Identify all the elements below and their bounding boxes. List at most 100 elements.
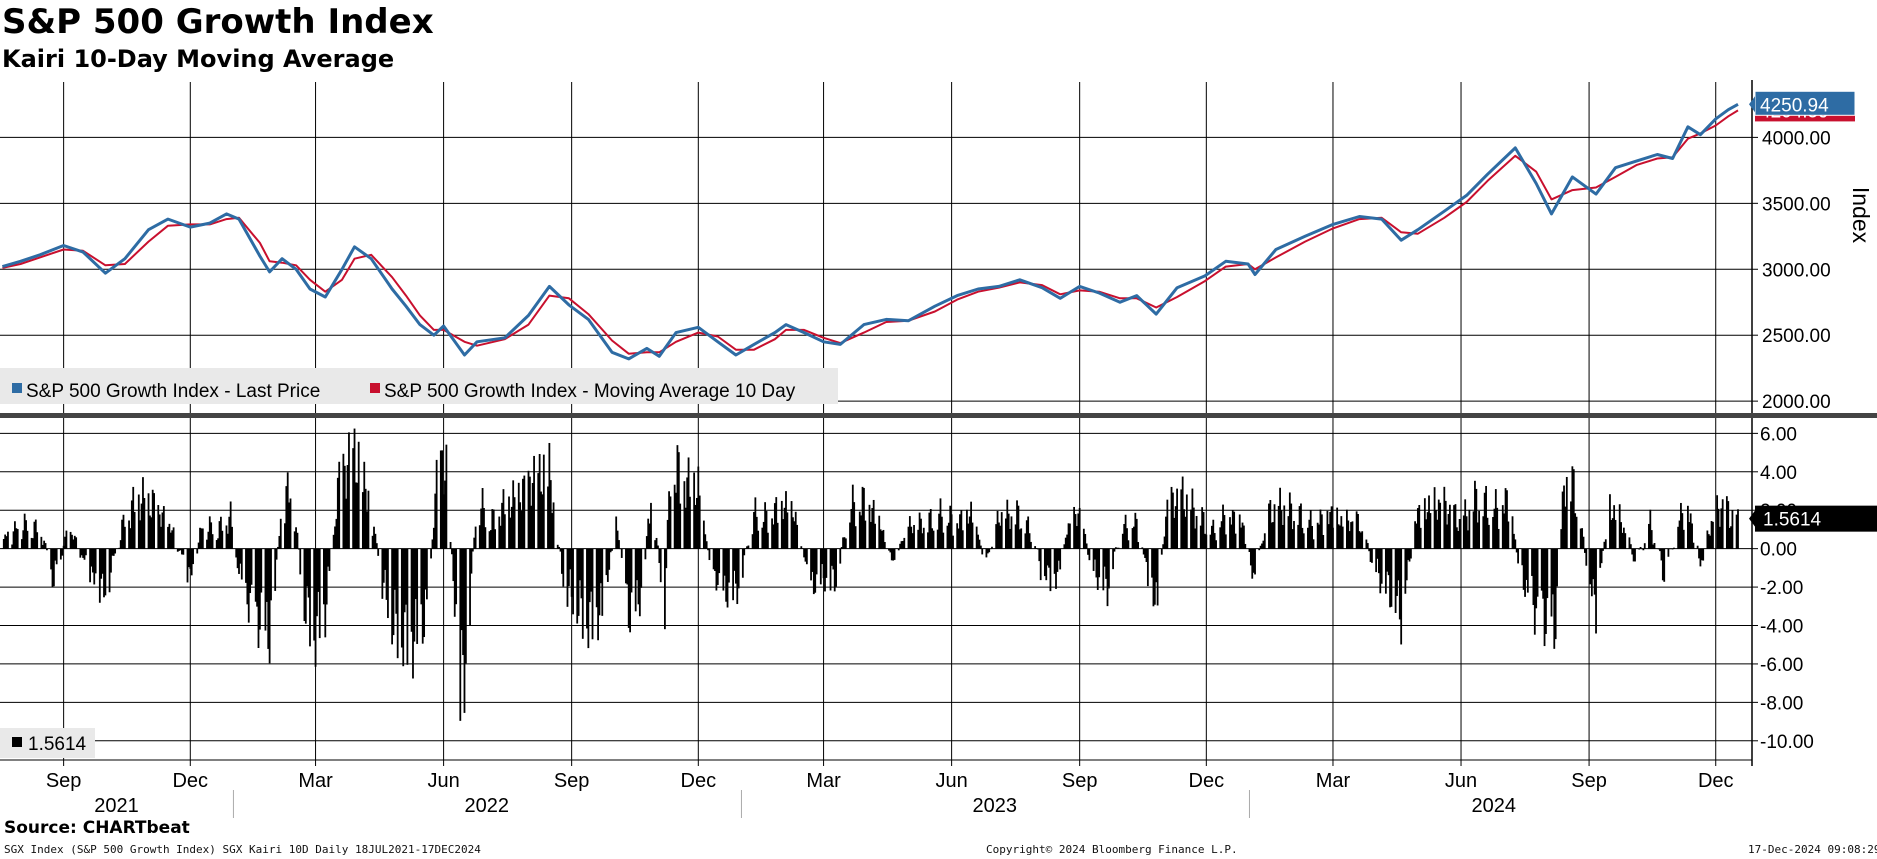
kairi-bar bbox=[1297, 524, 1300, 549]
kairi-bar bbox=[783, 507, 786, 549]
kairi-bar bbox=[1728, 527, 1731, 549]
kairi-bar bbox=[471, 548, 474, 552]
kairi-bar bbox=[295, 527, 297, 549]
x-tick-label: Dec bbox=[172, 770, 208, 792]
kairi-bar bbox=[1127, 540, 1130, 549]
kairi-bar bbox=[1468, 509, 1471, 549]
kairi-bar bbox=[1590, 548, 1593, 597]
kairi-bar bbox=[250, 548, 253, 585]
kairi-bar bbox=[782, 519, 785, 549]
kairi-bar bbox=[598, 548, 601, 616]
kairi-bar bbox=[803, 548, 805, 558]
kairi-bar bbox=[999, 525, 1002, 549]
kairi-bar bbox=[1572, 469, 1575, 549]
kairi-bar bbox=[421, 548, 424, 644]
kairi-bar bbox=[286, 472, 289, 549]
kairi-bar bbox=[1571, 466, 1574, 549]
kairi-bar bbox=[533, 455, 535, 549]
kairi-bar bbox=[509, 517, 512, 549]
kairi-bar bbox=[1716, 495, 1719, 549]
kairi-bar bbox=[561, 548, 563, 574]
kairi-bar bbox=[1574, 513, 1577, 549]
kairi-bar bbox=[618, 540, 620, 549]
kairi-bar bbox=[1348, 531, 1351, 549]
kairi-bar bbox=[860, 515, 863, 549]
kairi-bar bbox=[644, 548, 647, 560]
kairi-bar bbox=[1631, 548, 1634, 555]
kairi-bar bbox=[1426, 512, 1429, 549]
panel-separator bbox=[0, 413, 1877, 418]
kairi-bar bbox=[1400, 548, 1403, 645]
kairi-bar bbox=[659, 548, 662, 583]
kairi-bar bbox=[1030, 541, 1032, 549]
kairi-bar bbox=[1454, 504, 1457, 549]
kairi-bar bbox=[890, 548, 893, 561]
kairi-bar bbox=[900, 541, 903, 549]
kairi-bar bbox=[858, 511, 861, 549]
kairi-bar bbox=[785, 491, 787, 549]
kairi-bar bbox=[949, 505, 952, 549]
kairi-bar bbox=[683, 481, 686, 549]
kairi-bar bbox=[277, 546, 279, 549]
kairi-bar bbox=[773, 503, 776, 549]
series-last-price-line bbox=[1, 102, 1739, 361]
kairi-bar bbox=[103, 548, 105, 598]
kairi-bar bbox=[1322, 534, 1325, 549]
kairi-bar bbox=[1332, 527, 1334, 549]
kairi-bar bbox=[430, 548, 432, 559]
kairi-bar bbox=[588, 548, 591, 603]
kairi-bar bbox=[645, 536, 648, 549]
kairi-bar bbox=[638, 548, 641, 617]
kairi-bar bbox=[284, 523, 286, 549]
kairi-bar bbox=[961, 530, 964, 549]
kairi-bar bbox=[883, 542, 886, 549]
kairi-bar bbox=[1293, 520, 1295, 549]
kairi-bar bbox=[1387, 548, 1390, 576]
kairi-bar bbox=[1034, 546, 1037, 549]
kairi-bar bbox=[1408, 548, 1411, 562]
y-tick-label: 4000.00 bbox=[1762, 128, 1831, 149]
kairi-bar bbox=[1176, 488, 1178, 549]
kairi-bar bbox=[279, 518, 282, 549]
kairi-bar bbox=[1620, 522, 1622, 549]
kairi-bar bbox=[723, 548, 726, 576]
kairi-bar bbox=[14, 521, 16, 549]
kairi-bar bbox=[492, 509, 495, 549]
kairi-bar bbox=[1686, 505, 1689, 549]
kairi-bar bbox=[1007, 513, 1010, 549]
kairi-bar bbox=[569, 548, 572, 570]
kairi-bar bbox=[314, 548, 317, 667]
kairi-bar bbox=[423, 548, 426, 638]
kairi-bar bbox=[4, 534, 7, 549]
kairi-bar bbox=[1105, 548, 1108, 579]
kairi-bar bbox=[1511, 516, 1514, 549]
kairi-bar bbox=[1436, 519, 1439, 549]
kairi-bar bbox=[1212, 519, 1215, 549]
kairi-bar bbox=[229, 501, 232, 549]
kairi-bar bbox=[1096, 548, 1099, 590]
y-tick-label: 4.00 bbox=[1760, 463, 1797, 484]
kairi-bar bbox=[1298, 506, 1301, 549]
kairi-bar bbox=[1185, 494, 1188, 549]
kairi-bar bbox=[1475, 488, 1478, 549]
kairi-bar bbox=[833, 548, 836, 592]
kairi-bar bbox=[1533, 548, 1536, 635]
kairi-bar bbox=[1059, 548, 1062, 570]
kairi-bar bbox=[878, 515, 881, 549]
kairi-bar bbox=[1485, 485, 1487, 549]
kairi-bar bbox=[1649, 509, 1652, 549]
kairi-bar bbox=[556, 544, 559, 549]
kairi-bar bbox=[842, 537, 844, 549]
kairi-bar bbox=[1016, 500, 1018, 549]
kairi-bar bbox=[762, 521, 765, 549]
kairi-bar bbox=[313, 548, 316, 641]
kairi-bar bbox=[1241, 522, 1244, 549]
kairi-bar bbox=[1501, 505, 1504, 549]
kairi-bar bbox=[1024, 533, 1027, 549]
kairi-bar bbox=[1546, 548, 1549, 599]
kairi-bar bbox=[169, 532, 172, 549]
kairi-bar bbox=[110, 548, 112, 573]
kairi-bar bbox=[121, 519, 123, 549]
kairi-bar bbox=[405, 548, 407, 605]
kairi-bar bbox=[51, 548, 54, 587]
